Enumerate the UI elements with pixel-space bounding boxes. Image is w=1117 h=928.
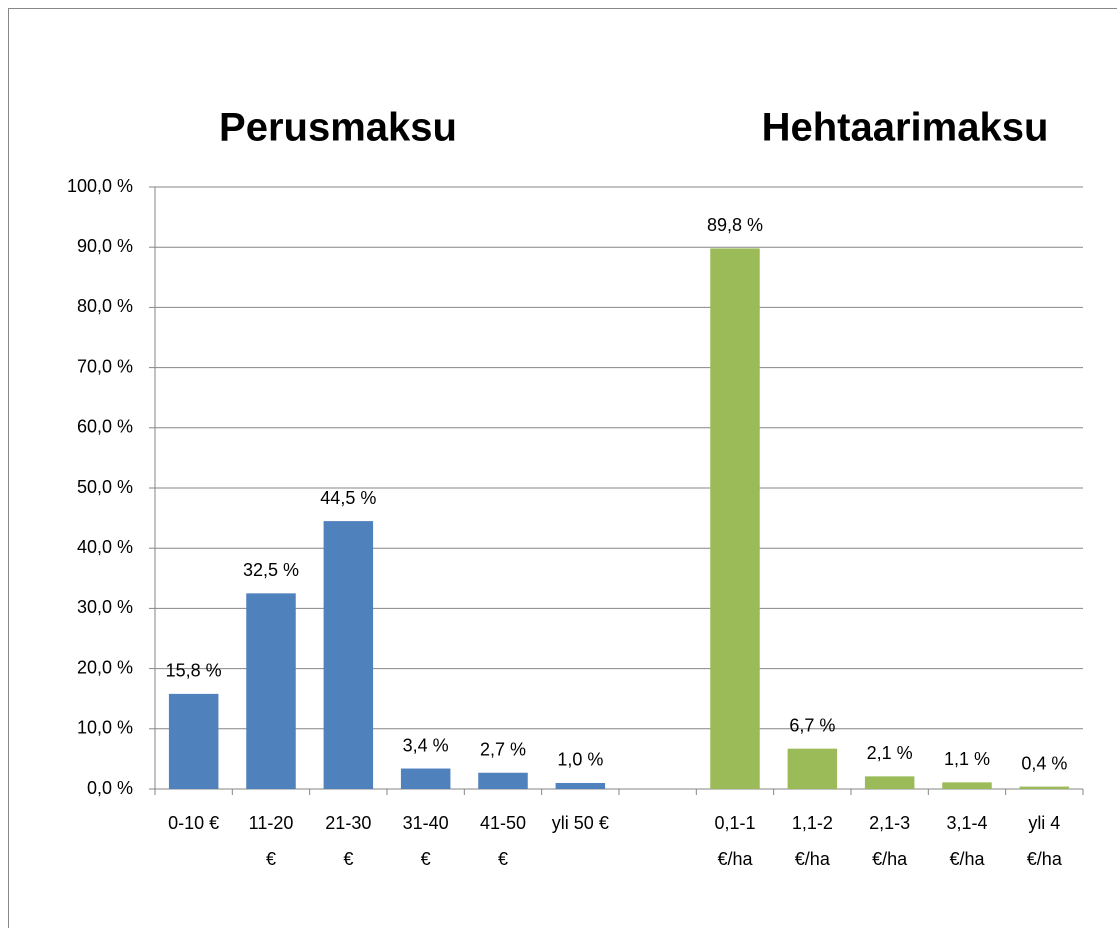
value-label: 2,1 % (867, 743, 913, 763)
x-tick-label: 41-50 € (479, 813, 527, 869)
x-tick-label: 11-20 € (248, 813, 294, 869)
bar (555, 782, 606, 789)
chart-border (8, 8, 1117, 928)
bar (323, 521, 374, 789)
bar (400, 768, 451, 789)
group-title: Hehtaarimaksu (762, 106, 1049, 150)
y-tick-label: 80,0 % (77, 296, 133, 316)
group-title: Perusmaksu (219, 106, 457, 150)
x-tick-label: 3,1-4 €/ha (946, 813, 988, 869)
value-label: 15,8 % (166, 661, 222, 681)
y-tick-label: 40,0 % (77, 537, 133, 557)
value-label: 0,4 % (1021, 753, 1067, 773)
bar (787, 748, 838, 789)
bar (168, 693, 219, 789)
x-tick-label: yli 50 € (551, 813, 609, 833)
bar (478, 772, 528, 789)
bar (864, 776, 915, 789)
x-tick-label: 0,1-1 €/ha (714, 813, 756, 869)
y-tick-label: 20,0 % (77, 657, 133, 677)
y-tick-label: 100,0 % (67, 176, 133, 196)
y-tick-label: 60,0 % (77, 417, 133, 437)
value-label: 44,5 % (320, 488, 376, 508)
value-label: 1,1 % (944, 749, 990, 769)
value-label: 6,7 % (789, 715, 835, 735)
y-tick-label: 30,0 % (77, 597, 133, 617)
x-tick-label: yli 4 €/ha (1026, 813, 1062, 869)
value-label: 89,8 % (707, 215, 763, 235)
bar (710, 248, 760, 790)
x-tick-label: 2,1-3 €/ha (869, 813, 911, 869)
x-tick-label: 0-10 € (168, 813, 220, 833)
value-label: 3,4 % (403, 735, 449, 755)
bar (246, 593, 296, 789)
value-label: 2,7 % (480, 739, 526, 759)
y-tick-label: 70,0 % (77, 356, 133, 376)
y-tick-label: 90,0 % (77, 236, 133, 256)
bar (942, 782, 992, 789)
y-tick-label: 0,0 % (87, 778, 133, 798)
value-label: 32,5 % (243, 560, 299, 580)
x-tick-label: 31-40 € (402, 813, 449, 869)
y-tick-label: 50,0 % (77, 477, 133, 497)
value-label: 1,0 % (557, 750, 603, 770)
x-tick-label: 21-30 € (325, 813, 372, 869)
x-tick-label: 1,1-2 €/ha (791, 813, 833, 869)
bar (1019, 786, 1070, 789)
y-tick-label: 10,0 % (77, 718, 133, 738)
